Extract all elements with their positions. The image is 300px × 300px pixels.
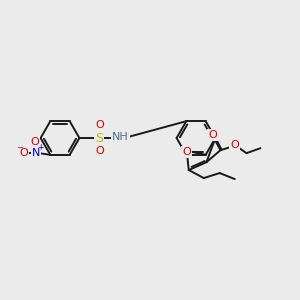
Text: O: O — [208, 130, 217, 140]
Text: N: N — [32, 148, 41, 158]
Text: O: O — [95, 120, 104, 130]
Text: NH: NH — [112, 133, 129, 142]
Text: O: O — [95, 146, 104, 156]
Text: S: S — [95, 131, 104, 145]
Text: O: O — [230, 140, 239, 150]
Text: O: O — [19, 148, 28, 158]
Text: O: O — [30, 137, 39, 147]
Text: +: + — [37, 143, 44, 152]
Text: O: O — [182, 147, 191, 157]
Text: −: − — [16, 143, 23, 152]
